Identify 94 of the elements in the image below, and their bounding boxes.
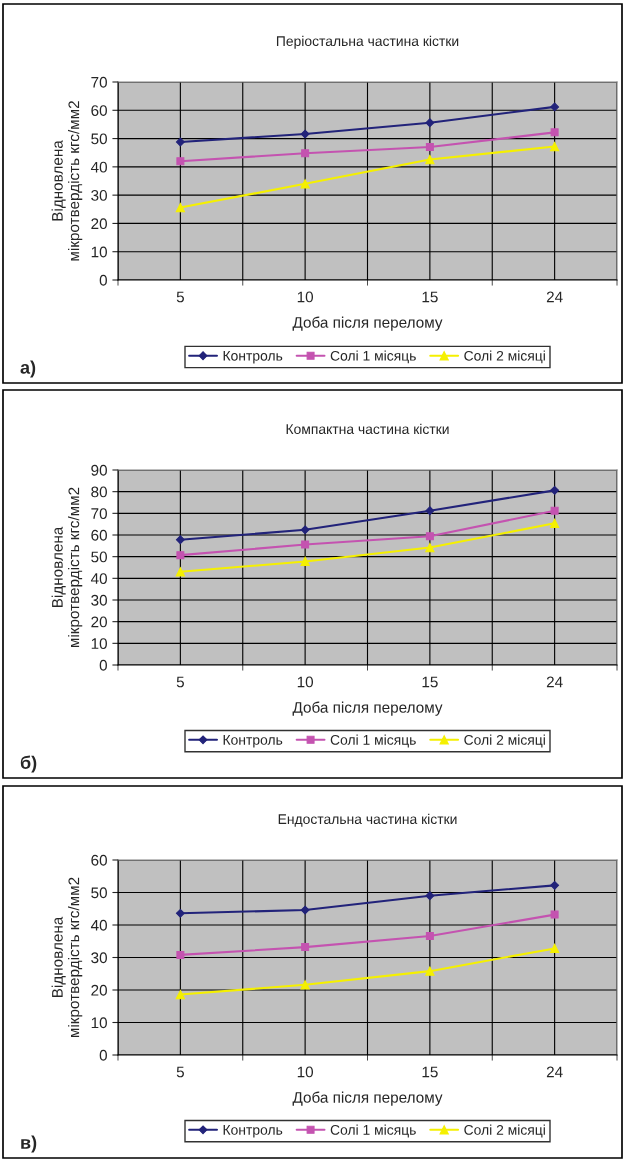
point bbox=[175, 535, 185, 545]
point bbox=[425, 542, 435, 553]
y-tick-label: 30 bbox=[91, 952, 107, 964]
point bbox=[175, 567, 186, 577]
y-tick-label: 0 bbox=[99, 1049, 107, 1061]
point bbox=[425, 143, 434, 152]
legend-label: Солі 1 місяць bbox=[330, 734, 416, 748]
x-tick-label: 5 bbox=[176, 676, 184, 688]
x-tick-label: 24 bbox=[546, 1066, 563, 1078]
x-tick-label: 15 bbox=[422, 676, 438, 688]
point bbox=[301, 943, 310, 952]
y-tick-label: 40 bbox=[90, 919, 107, 931]
point bbox=[549, 518, 560, 528]
point bbox=[550, 910, 559, 919]
point bbox=[176, 551, 185, 560]
y-tick-label: 20 bbox=[91, 984, 107, 996]
x-axis-title: Доба після перелому bbox=[292, 316, 443, 331]
y-tick-label: 60 bbox=[91, 854, 107, 866]
y-tick-label: 10 bbox=[91, 246, 107, 258]
point bbox=[175, 202, 186, 213]
y-tick-label: 90 bbox=[91, 464, 107, 476]
y-tick-label: 60 bbox=[91, 529, 107, 541]
point bbox=[301, 540, 310, 549]
y-tick-label: 10 bbox=[91, 1017, 107, 1029]
y-tick-label: 50 bbox=[91, 133, 107, 145]
y-tick-label: 10 bbox=[91, 638, 107, 650]
x-tick-label: 5 bbox=[176, 1066, 184, 1078]
x-tick-label: 15 bbox=[422, 1066, 438, 1078]
y-tick-label: 40 bbox=[90, 161, 107, 173]
legend-label: Солі 1 місяць bbox=[330, 1124, 416, 1138]
chart-title: Ендостальна частина кістки bbox=[278, 813, 457, 827]
y-axis-title: Відновлена мікротвердість кгс/мм2 bbox=[51, 877, 83, 1038]
legend-label: Солі 2 місяці bbox=[464, 1124, 545, 1138]
point bbox=[550, 506, 559, 515]
y-tick-label: 70 bbox=[91, 76, 107, 88]
x-tick-label: 10 bbox=[297, 291, 314, 303]
x-tick-label: 15 bbox=[422, 291, 438, 303]
point bbox=[300, 556, 310, 567]
point bbox=[550, 880, 560, 890]
point bbox=[300, 980, 310, 990]
point bbox=[425, 966, 435, 976]
point bbox=[300, 179, 310, 189]
x-tick-label: 24 bbox=[546, 676, 563, 688]
point bbox=[175, 989, 186, 1000]
x-axis-title: Доба після перелому bbox=[292, 1091, 443, 1106]
y-tick-label: 50 bbox=[91, 887, 107, 899]
point bbox=[550, 128, 559, 137]
legend-label: Солі 2 місяці bbox=[464, 734, 545, 748]
y-tick-label: 20 bbox=[91, 218, 107, 230]
y-tick-label: 0 bbox=[99, 659, 107, 671]
y-tick-label: 30 bbox=[91, 190, 107, 201]
point bbox=[549, 141, 560, 152]
y-axis-title: Відновлена мікротвердість кгс/мм2 bbox=[51, 487, 83, 648]
point bbox=[300, 525, 310, 535]
point bbox=[550, 102, 560, 112]
point bbox=[175, 908, 185, 918]
point bbox=[425, 532, 434, 541]
x-tick-label: 10 bbox=[297, 1066, 314, 1078]
y-axis-title: Відновлена мікротвердість кгс/мм2 bbox=[51, 101, 83, 261]
point bbox=[425, 891, 435, 901]
x-tick-label: 5 bbox=[176, 291, 184, 303]
point bbox=[300, 905, 310, 915]
text: в) bbox=[21, 1135, 37, 1153]
y-tick-label: 0 bbox=[99, 274, 107, 286]
point bbox=[425, 932, 434, 941]
text: б) bbox=[20, 755, 37, 773]
legend-label: Контроль bbox=[223, 735, 283, 748]
point bbox=[175, 137, 185, 147]
y-tick-label: 60 bbox=[91, 105, 107, 116]
point bbox=[425, 154, 435, 165]
point bbox=[301, 149, 310, 158]
y-tick-label: 20 bbox=[91, 616, 107, 628]
legend-label: Солі 2 місяці bbox=[464, 350, 545, 364]
y-tick-label: 70 bbox=[91, 508, 107, 520]
chart-title: Періостальна частина кістки bbox=[276, 35, 459, 49]
legend-label: Контроль bbox=[223, 1125, 283, 1138]
y-tick-label: 50 bbox=[91, 551, 107, 563]
legend-label: Солі 1 місяць bbox=[330, 350, 416, 364]
legend-label: Контроль bbox=[223, 351, 283, 364]
point bbox=[550, 485, 560, 495]
y-tick-label: 30 bbox=[91, 594, 107, 606]
text: а) bbox=[20, 360, 36, 378]
x-tick-label: 24 bbox=[546, 291, 563, 303]
point bbox=[549, 943, 560, 954]
point bbox=[425, 506, 435, 516]
y-tick-label: 40 bbox=[90, 573, 107, 585]
point bbox=[176, 157, 185, 166]
point bbox=[176, 950, 185, 959]
y-tick-label: 80 bbox=[91, 486, 107, 498]
x-axis-title: Доба після перелому bbox=[292, 701, 443, 716]
chart-title: Компактна частина кістки bbox=[286, 423, 449, 435]
point bbox=[300, 129, 310, 139]
x-tick-label: 10 bbox=[297, 676, 314, 688]
point bbox=[425, 118, 435, 128]
